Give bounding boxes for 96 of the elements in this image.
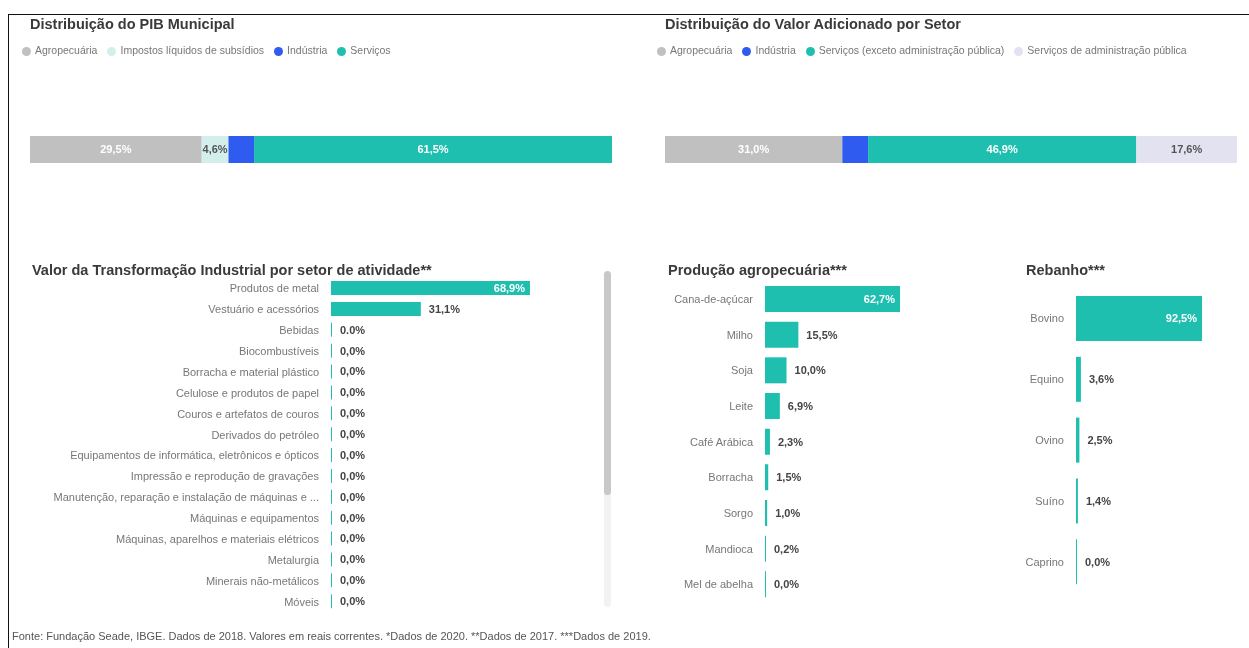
- data-label: 31,0%: [738, 143, 770, 156]
- bar: [765, 286, 900, 312]
- bar: [30, 136, 202, 163]
- bar: [765, 464, 769, 491]
- data-label: 0,0%: [340, 490, 366, 503]
- data-label: 0,0%: [340, 344, 366, 357]
- data-label: 0,0%: [340, 428, 366, 441]
- y-tick-label: Mandioca: [705, 542, 754, 555]
- bar: [765, 357, 787, 384]
- chart-title: Rebanho***: [1026, 262, 1105, 278]
- data-label: 46,9%: [986, 143, 1018, 156]
- bar: [765, 500, 768, 526]
- legend-label: Impostos líquidos de subsídios: [120, 44, 265, 56]
- data-label: 0,0%: [340, 386, 366, 399]
- data-label: 0,0%: [340, 595, 366, 608]
- y-tick-label: Bovino: [1030, 312, 1064, 325]
- bar: [765, 321, 799, 348]
- data-label: 0,0%: [340, 511, 366, 524]
- y-tick-label: Ovino: [1035, 434, 1064, 446]
- bar: [765, 428, 770, 455]
- y-tick-label: Leite: [729, 399, 753, 412]
- y-tick-label: Produtos de metal: [229, 282, 319, 295]
- bar: [868, 136, 1137, 163]
- data-label: 0,0%: [340, 574, 366, 587]
- y-tick-label: Mel de abelha: [683, 578, 754, 591]
- data-label: 15,5%: [806, 328, 838, 341]
- data-label: 29,5%: [100, 143, 132, 156]
- y-tick-label: Cana-de-açúcar: [674, 292, 754, 305]
- legend-label: Serviços: [350, 44, 391, 56]
- y-tick-label: Equino: [1029, 373, 1064, 386]
- data-label: 61,5%: [417, 143, 449, 156]
- y-tick-label: Móveis: [284, 595, 320, 608]
- y-tick-label: Celulose e produtos de papel: [175, 386, 319, 399]
- chart-title: Produção agropecuária***: [668, 262, 847, 278]
- chart-title: Distribuição do PIB Municipal: [30, 16, 235, 32]
- legend-label: Serviços (exceto administração pública): [818, 44, 1005, 56]
- data-label: 92,5%: [1165, 312, 1198, 325]
- bar: [254, 136, 612, 163]
- y-tick-label: Bebidas: [279, 324, 320, 337]
- data-label: 0,0%: [774, 578, 800, 591]
- data-label: 0,0%: [340, 448, 366, 461]
- y-tick-label: Café Arábica: [690, 435, 754, 448]
- bar: [665, 136, 843, 163]
- data-label: 31,1%: [428, 302, 461, 315]
- y-tick-label: Caprino: [1025, 555, 1064, 568]
- data-label: 0.0%: [340, 323, 366, 336]
- y-tick-label: Impressão e reprodução de gravações: [130, 470, 320, 483]
- y-tick-label: Couros e artefatos de couros: [177, 407, 320, 420]
- data-label: 2,3%: [777, 435, 804, 448]
- data-label: 0,0%: [1085, 555, 1111, 568]
- y-tick-label: Milho: [726, 328, 753, 341]
- y-tick-label: Equipamentos de informática, eletrônicos e ópticos: [70, 449, 320, 462]
- data-label: 0,0%: [340, 553, 366, 566]
- data-label: 68,9%: [493, 281, 526, 294]
- y-tick-label: Borracha e material plástico: [182, 365, 319, 378]
- y-tick-label: Máquinas, aparelhos e materiais elétricos: [116, 532, 320, 545]
- y-tick-label: Soja: [730, 364, 754, 377]
- y-tick-label: Máquinas e equipamentos: [189, 512, 320, 525]
- data-label: 17,6%: [1171, 143, 1203, 156]
- data-label: 4,6%: [202, 143, 228, 156]
- data-label: 1,4%: [1085, 494, 1112, 507]
- data-label: 2,5%: [1087, 434, 1113, 447]
- data-label: 1,0%: [775, 506, 801, 519]
- bar: [1136, 136, 1237, 163]
- legend-label: Serviços de administração pública: [1027, 44, 1187, 56]
- data-label: 0,0%: [340, 365, 366, 378]
- y-tick-label: Borracha: [708, 471, 754, 484]
- data-label: 0,0%: [340, 469, 366, 482]
- y-tick-label: Minerais não-metálicos: [205, 574, 320, 587]
- data-label: 3,6%: [1088, 373, 1115, 386]
- y-tick-label: Manutenção, reparação e instalação de máquinas e ...: [53, 491, 319, 504]
- data-label: 1,5%: [776, 471, 802, 484]
- legend-label: Indústria: [287, 44, 328, 56]
- y-tick-label: Vestuário e acessórios: [208, 303, 320, 316]
- y-tick-label: Biocombustíveis: [238, 345, 320, 358]
- chart-title: Distribuição do Valor Adicionado por Setor: [665, 16, 961, 32]
- chart-title: Valor da Transformação Industrial por setor de atividade**: [32, 262, 432, 278]
- bar: [1076, 296, 1202, 341]
- y-tick-label: Sorgo: [723, 506, 753, 519]
- source-note: Fonte: Fundação Seade, IBGE. Dados de 2018. Valores em reais correntes. *Dados de 2020. **Dados de 2017. ***Dados de 2019.: [12, 630, 651, 642]
- bar: [842, 136, 869, 163]
- bar: [765, 393, 780, 419]
- y-tick-label: Metalurgia: [267, 553, 320, 566]
- legend-label: Indústria: [755, 44, 796, 56]
- y-tick-label: Derivados do petróleo: [211, 428, 319, 441]
- data-label: 6,9%: [787, 399, 814, 412]
- data-label: 0,0%: [340, 532, 366, 545]
- y-tick-label: Suíno: [1035, 494, 1064, 507]
- data-label: 62,7%: [863, 292, 896, 305]
- bar: [228, 136, 255, 163]
- legend-label: Agropecuária: [35, 44, 98, 56]
- legend-label: Agropecuária: [670, 44, 733, 56]
- bar: [1076, 356, 1081, 402]
- data-label: 0,2%: [774, 542, 800, 555]
- data-label: 0,0%: [340, 407, 366, 420]
- data-label: 10,0%: [794, 364, 826, 377]
